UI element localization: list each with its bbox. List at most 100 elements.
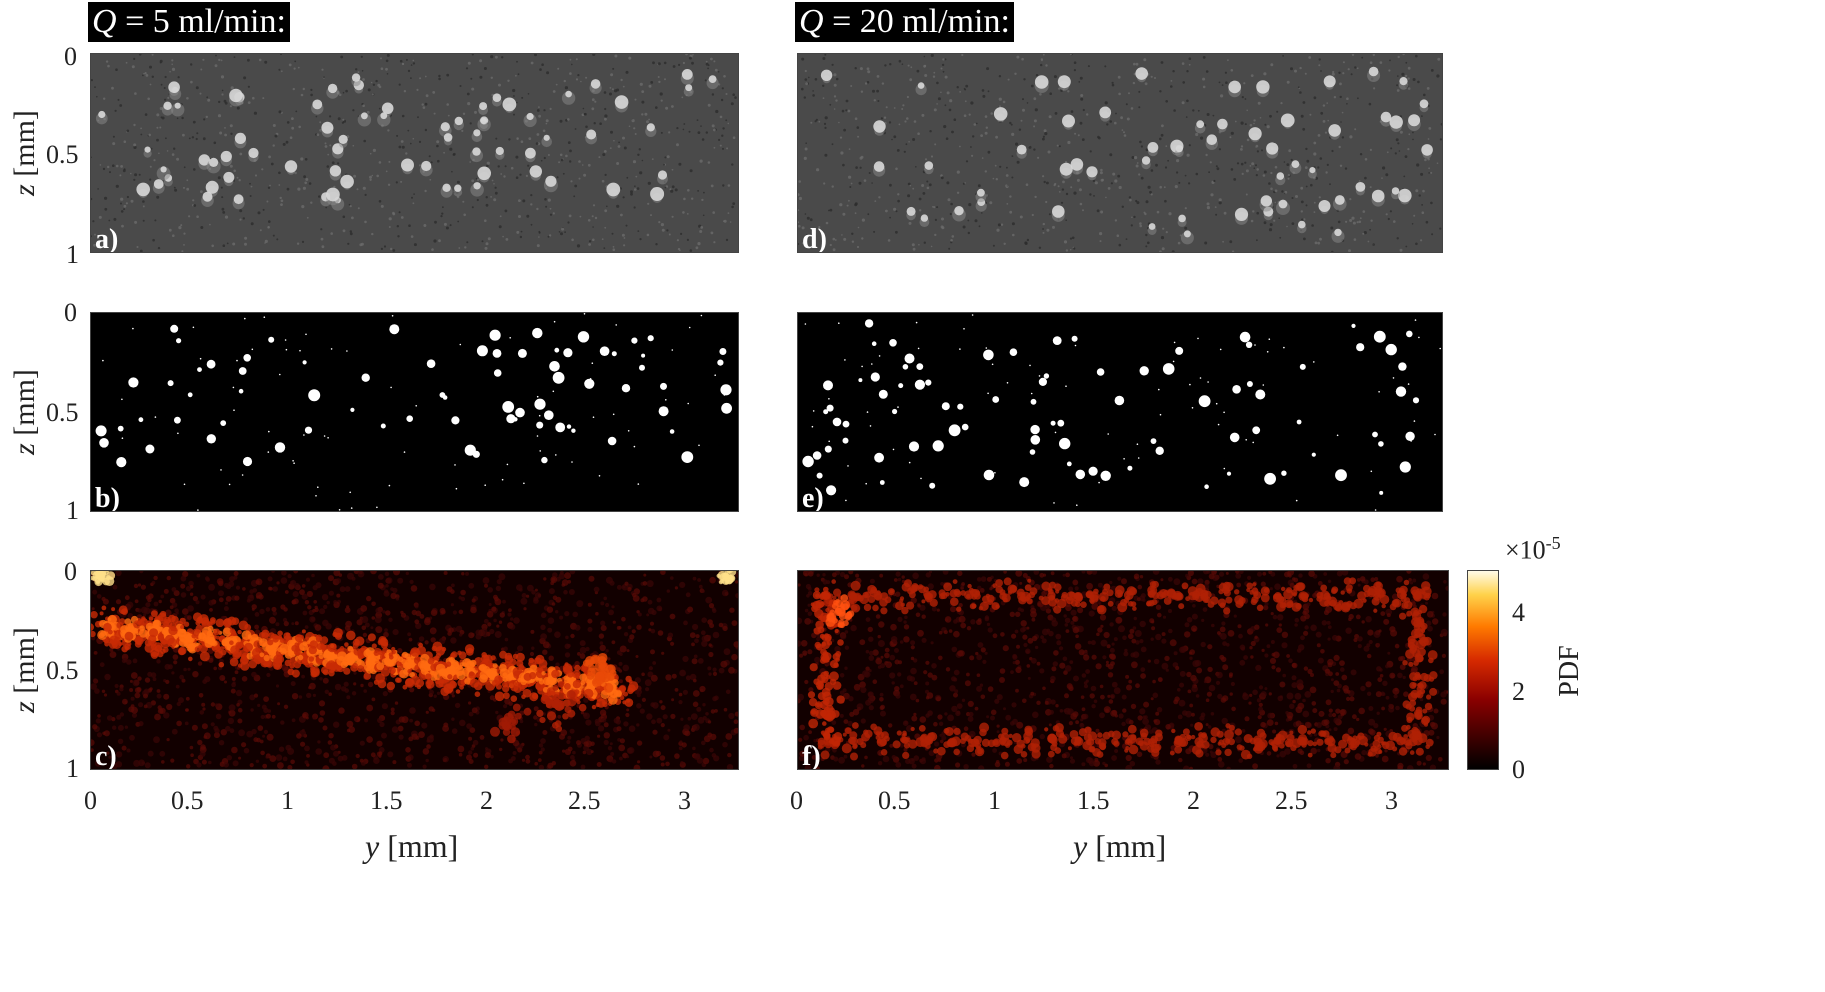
noise-pixel [192,326,195,329]
particle [902,364,909,370]
speckle [732,93,735,96]
pdf-noise [646,713,653,720]
speckle [1353,238,1357,241]
pdf-noise [572,611,578,618]
speckle [652,61,655,65]
speckle [697,131,701,134]
speckle [233,169,236,173]
bubble [160,166,167,173]
speckle [581,113,585,117]
speckle [1177,241,1181,245]
pdf-hotspot [273,654,283,664]
bubble [1228,80,1241,94]
speckle [1368,102,1372,106]
noise-pixel [285,348,288,351]
pdf-noise [390,592,397,600]
speckle [841,234,843,236]
pdf-noise [608,758,613,763]
speckle [683,197,686,201]
pdf-hotspot [198,644,203,649]
panel-b-binary: b) [90,312,739,512]
speckle [440,215,443,218]
pdf-noise [269,616,276,624]
speckle [685,54,688,56]
speckle [362,104,365,107]
speckle [1206,202,1210,206]
pdf-hotspot [215,618,225,628]
speckle [1061,188,1065,191]
speckle [637,230,640,233]
particle [1198,395,1211,408]
speckle [1286,225,1288,228]
pdf-noise [156,659,161,664]
pdf-hotspot [219,646,225,651]
pdf-hotspot [231,617,240,625]
pdf-hotspot [229,657,239,667]
speckle [1116,234,1120,237]
pdf-hotspot [427,657,435,665]
pdf-hotspot [223,618,233,627]
particle [536,421,544,429]
speckle [721,87,724,90]
bubble [1398,188,1412,203]
pdf-noise [353,671,357,675]
pdf-noise [622,664,630,672]
pdf-noise [619,756,623,761]
bubble [545,175,557,187]
speckle [867,70,871,74]
bubble [685,84,693,92]
speckle [181,250,184,252]
pdf-noise [547,627,553,633]
pdf-noise [382,610,386,614]
speckle [168,228,172,232]
pdf-noise [660,571,666,575]
speckle [922,192,926,195]
pdf-noise [475,629,482,636]
pdf-noise [394,701,399,705]
speckle [222,211,226,214]
pdf-noise [176,701,181,707]
particle [1379,490,1384,495]
pdf-noise [94,688,100,694]
speckle [1300,114,1304,118]
speckle [174,188,178,192]
pdf-noise [433,694,437,698]
speckle [873,99,876,102]
speckle [430,161,433,164]
pdf-noise [691,658,698,665]
pdf-noise [485,747,488,751]
speckle [364,193,367,196]
speckle [664,78,666,81]
pdf-noise [680,717,684,721]
noise-pixel [1123,458,1125,460]
pdf-noise [234,670,239,675]
pdf-noise [521,758,526,762]
speckle [838,121,840,124]
pdf-noise [237,718,243,724]
pdf-noise [163,712,170,719]
speckle [995,178,998,181]
pdf-noise [531,646,535,650]
speckle [718,138,721,141]
speckle [678,162,682,166]
speckle [503,175,506,178]
speckle [985,126,988,129]
pdf-noise [707,720,712,724]
pdf-noise [397,648,403,654]
pdf-noise [263,707,269,714]
pdf-noise [189,745,194,750]
pdf-noise [190,753,194,757]
pdf-noise [481,628,488,634]
speckle [438,77,441,81]
speckle [471,206,474,209]
particle [584,378,595,389]
bubble [1196,120,1205,129]
speckle [604,114,608,118]
speckle [148,133,151,137]
speckle [142,74,144,77]
speckle [1161,247,1165,251]
pdf-noise [370,571,377,575]
particle [669,429,675,434]
speckle [610,73,614,77]
pdf-noise [334,683,342,691]
